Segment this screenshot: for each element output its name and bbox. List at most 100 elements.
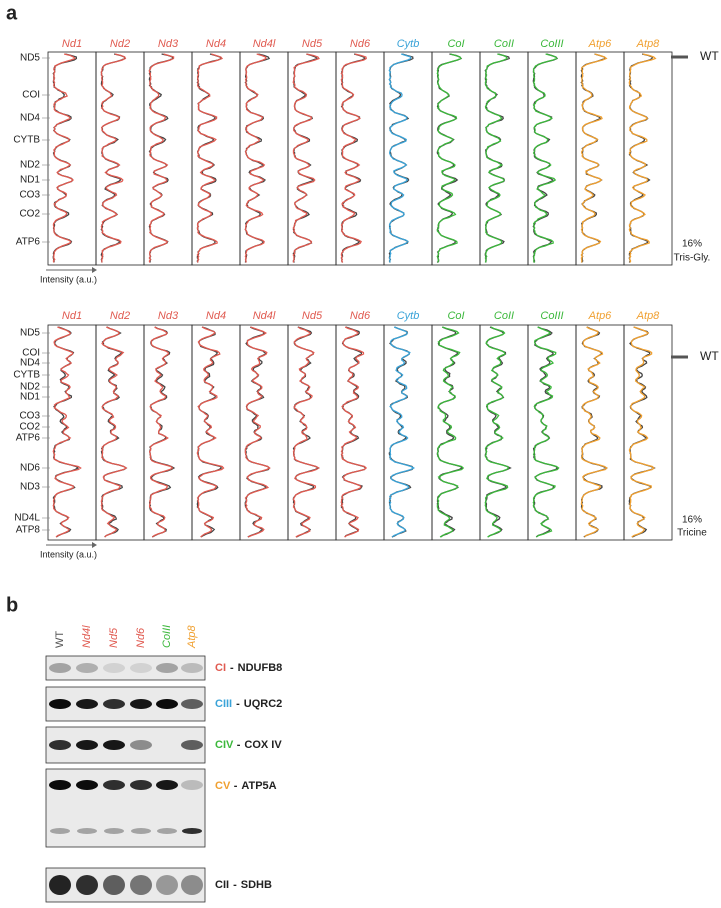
blot-label-part: - (237, 739, 241, 751)
arrow-head (92, 267, 97, 273)
band-label: ND1 (20, 175, 40, 186)
lane-label: Nd6 (135, 627, 147, 648)
band-label: ND2 (20, 160, 40, 171)
gene-name: CoI (447, 310, 464, 322)
blot-band (181, 875, 203, 895)
blot-band (76, 663, 98, 673)
blot-band (76, 699, 98, 709)
blot-box (45, 768, 206, 848)
band-label: CO3 (19, 411, 40, 422)
profile-trace (340, 326, 368, 538)
band-label: ND1 (20, 392, 40, 403)
band-label: ATP6 (16, 433, 41, 444)
profile-box (623, 51, 673, 266)
axis-label: Intensity (a.u.) (40, 549, 97, 559)
blot-band (50, 828, 70, 834)
profile-trace (628, 326, 655, 538)
blot-label-part: COX IV (244, 739, 282, 751)
blot-band (130, 699, 152, 709)
blot-label-part: ATP5A (241, 780, 276, 792)
blot-band (182, 828, 202, 834)
blot-band (130, 780, 152, 790)
profile-box (575, 324, 625, 541)
profile-trace (388, 53, 412, 263)
blot-band (103, 780, 125, 790)
profile-box (383, 324, 433, 541)
blot-label: CIV - COX IV (215, 739, 282, 751)
blot-label-part: CV (215, 780, 231, 792)
profile-trace (52, 326, 82, 538)
band-label: ND5 (20, 53, 40, 64)
band-label: CO3 (19, 190, 40, 201)
profile-trace (148, 326, 176, 538)
gene-name: CoIII (540, 310, 563, 322)
blot-label: CII - SDHB (215, 879, 272, 891)
panel-label: b (6, 594, 18, 616)
profile-trace (100, 53, 127, 263)
profile-trace (292, 326, 320, 538)
blot-band (103, 699, 125, 709)
profile-trace (340, 326, 367, 538)
blot-band (76, 875, 98, 895)
profile-box (623, 324, 673, 541)
axis-label: Intensity (a.u.) (40, 274, 97, 284)
blot-band (156, 663, 178, 673)
panel-label: a (6, 2, 18, 24)
band-label: ATP6 (16, 237, 41, 248)
band-label: CYTB (13, 370, 40, 381)
gene-name: Atp6 (588, 38, 613, 50)
profile-trace (196, 326, 225, 538)
gene-name: Nd4l (253, 38, 276, 50)
blot-band (103, 663, 125, 673)
blot-label-part: CI (215, 662, 226, 674)
gel-condition: 16% (682, 515, 702, 526)
blot-band (76, 780, 98, 790)
blot-label-part: - (234, 780, 238, 792)
blot-label-part: - (230, 662, 234, 674)
blot-label-part: CII (215, 879, 229, 891)
band-label: CO2 (19, 422, 40, 433)
blot-band (103, 740, 125, 750)
profile-box (95, 324, 145, 541)
gene-name: Atp8 (636, 310, 661, 322)
gene-name: CoI (447, 38, 464, 50)
gene-name: Nd4 (206, 310, 226, 322)
gene-name: Nd2 (110, 38, 130, 50)
gel-condition: Tricine (677, 528, 707, 539)
gene-name: Cytb (397, 38, 420, 50)
gene-name: Nd5 (302, 38, 323, 50)
profile-trace (628, 53, 657, 263)
band-label: COI (22, 348, 40, 359)
gene-name: CoII (494, 310, 514, 322)
legend-label: WT (700, 49, 719, 63)
gene-name: Cytb (397, 310, 420, 322)
gene-name: Nd1 (62, 38, 82, 50)
gene-name: Nd5 (302, 310, 323, 322)
blot-band (103, 875, 125, 895)
blot-box (45, 655, 206, 681)
blot-label-part: CIII (215, 698, 232, 710)
profile-trace (244, 326, 271, 538)
blot-band (131, 828, 151, 834)
blot-band (77, 828, 97, 834)
profile-box (479, 324, 529, 541)
band-label: ND4L (14, 513, 40, 524)
blot-band (181, 699, 203, 709)
blot-label-part: SDHB (241, 879, 272, 891)
blot-band (181, 663, 203, 673)
gene-name: Nd1 (62, 310, 82, 322)
arrow-head (92, 542, 97, 548)
gene-name: Nd4 (206, 38, 226, 50)
gene-name: Nd4l (253, 310, 276, 322)
blot-label-part: CIV (215, 739, 234, 751)
gel-condition: Tris-Gly. (674, 253, 711, 264)
profile-trace (436, 326, 465, 538)
profile-trace (484, 53, 508, 263)
profile-box (287, 324, 337, 541)
legend-label: WT (700, 349, 719, 363)
band-label: ND6 (20, 463, 40, 474)
blot-band (49, 780, 71, 790)
band-label: ND4 (20, 358, 40, 369)
blot-label-part: - (233, 879, 237, 891)
